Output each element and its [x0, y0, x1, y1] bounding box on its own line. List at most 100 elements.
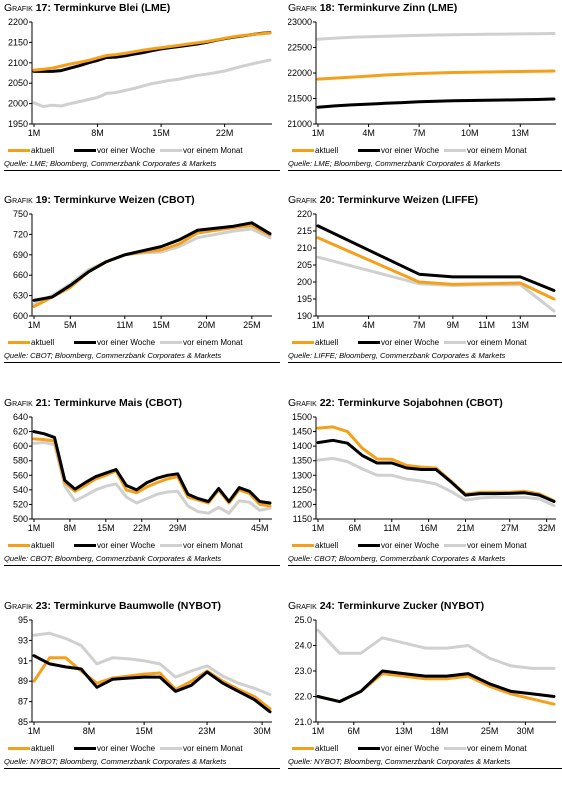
series-line-3: [316, 224, 556, 292]
y-tick-label: 25.0: [294, 615, 312, 625]
legend-swatch: [160, 544, 182, 547]
chart-plot: 500 520 540 560 580 600 620 640 1M 8M 15M 22M 29M 45M: [13, 412, 272, 533]
chart-plot: 600 630 660 690 720 750 1M 5M 11M 15M 20M 25M: [13, 209, 272, 330]
legend-label: vor einer Woche: [381, 744, 440, 753]
x-tick-label: 22M: [133, 523, 151, 533]
y-tick-label: 620: [13, 427, 28, 437]
y-tick-label: 215: [297, 226, 312, 236]
legend-swatch: [74, 341, 96, 344]
y-tick-label: 220: [297, 209, 312, 219]
series-line-2: [32, 656, 272, 711]
legend-item: vor einer Woche: [358, 338, 439, 347]
x-tick-label: 25M: [481, 726, 499, 736]
y-tick-label: 21.0: [294, 717, 312, 727]
chart-title: Grafik 22: Terminkurve Sojabohnen (CBOT): [288, 397, 503, 409]
legend-item: aktuell: [292, 744, 338, 753]
y-tick-label: 87: [18, 697, 28, 707]
series-line-3: [316, 438, 556, 503]
legend-swatch: [74, 149, 96, 152]
chart-title-prefix: Grafik: [4, 2, 33, 14]
chart-title-prefix: Grafik: [288, 2, 317, 14]
y-tick-label: 89: [18, 676, 28, 686]
chart-title: Grafik 18: Terminkurve Zinn (LME): [288, 2, 457, 14]
x-tick-label: 11M: [383, 523, 400, 533]
chart-title-prefix: Grafik: [4, 600, 33, 612]
legend-item: vor einem Monat: [160, 146, 243, 155]
legend-swatch: [160, 747, 182, 750]
series-line-3: [32, 221, 272, 302]
panel-divider: [4, 768, 280, 769]
y-tick-label: 195: [297, 294, 312, 304]
chart-title-number: 18: [316, 2, 332, 14]
x-tick-label: 11M: [478, 320, 495, 330]
chart-source: Quelle: NYBOT; Bloomberg, Commerzbank Co…: [288, 757, 511, 766]
legend-item: aktuell: [292, 146, 338, 155]
chart-title: Grafik 19: Terminkurve Weizen (CBOT): [4, 194, 195, 206]
chart-panel-17: Grafik 17: Terminkurve Blei (LME) 1950 200…: [4, 2, 280, 190]
legend-item: vor einer Woche: [358, 744, 439, 753]
x-tick-label: 32M: [538, 523, 556, 533]
chart-plot: 1150 1200 1250 1300 1350 1400 1450 1500 1M 6M 11M 1…: [292, 412, 556, 533]
x-tick-label: 13M: [395, 726, 413, 736]
x-tick-label: 29M: [169, 523, 187, 533]
x-tick-label: 15M: [152, 320, 170, 330]
chart-title-text: : Terminkurve Sojabohnen (CBOT): [331, 397, 503, 409]
x-tick-label: 20M: [198, 320, 216, 330]
legend-swatch: [358, 341, 380, 344]
panel-divider: [288, 768, 562, 769]
chart-title: Grafik 23: Terminkurve Baumwolle (NYBOT): [4, 600, 221, 612]
chart-title-number: 20: [316, 194, 332, 206]
chart-title-number: 24: [316, 600, 332, 612]
x-tick-label: 10M: [461, 128, 479, 138]
series-line-3: [32, 31, 272, 72]
panel-divider: [4, 565, 280, 566]
y-tick-label: 23.0: [294, 666, 312, 676]
y-tick-label: 2100: [8, 58, 28, 68]
series-line-2: [316, 69, 556, 81]
y-tick-label: 1350: [292, 456, 312, 466]
chart-title-number: 23: [32, 600, 48, 612]
chart-panel-21: Grafik 21: Terminkurve Mais (CBOT) 500 520…: [4, 397, 280, 585]
legend-label: vor einem Monat: [183, 338, 243, 347]
legend-item: aktuell: [292, 541, 338, 550]
chart-source: Quelle: LME; Bloomberg, Commerzbank Corp…: [288, 159, 501, 168]
chart-panel-23: Grafik 23: Terminkurve Baumwolle (NYBOT)…: [4, 600, 280, 788]
legend-item: vor einem Monat: [444, 338, 527, 347]
legend-swatch: [358, 544, 380, 547]
chart-plot: 21.0 22.0 23.0 24.0 25.0 1M 6M 13M 18M 25M 30M: [294, 615, 556, 736]
chart-plot: 21000 21500 22000 22500 23000 1M 4M 7M 10M 13M: [288, 17, 556, 138]
legend-swatch: [8, 149, 30, 152]
legend-item: aktuell: [8, 146, 54, 155]
legend-label: vor einer Woche: [97, 541, 156, 550]
chart-title-number: 22: [316, 397, 332, 409]
legend-item: vor einer Woche: [358, 146, 439, 155]
x-tick-label: 30M: [253, 726, 271, 736]
x-tick-label: 4M: [362, 128, 375, 138]
chart-title-number: 21: [32, 397, 48, 409]
x-tick-label: 8M: [91, 128, 104, 138]
legend-swatch: [74, 544, 96, 547]
y-tick-label: 580: [13, 456, 28, 466]
x-tick-label: 1M: [312, 320, 325, 330]
legend-label: vor einem Monat: [467, 146, 527, 155]
series-line-1: [32, 227, 272, 306]
x-tick-label: 7M: [413, 128, 426, 138]
y-tick-label: 200: [297, 277, 312, 287]
y-tick-label: 1250: [292, 485, 312, 495]
chart-source: Quelle: LIFFE; Bloomberg, Commerzbank Co…: [288, 351, 506, 360]
chart-title-prefix: Grafik: [288, 600, 317, 612]
chart-title-text: : Terminkurve Baumwolle (NYBOT): [47, 600, 222, 612]
x-tick-label: 13M: [512, 320, 530, 330]
chart-title: Grafik 24: Terminkurve Zucker (NYBOT): [288, 600, 484, 612]
legend-swatch: [358, 149, 380, 152]
x-tick-label: 8M: [83, 726, 96, 736]
x-tick-label: 22M: [216, 128, 234, 138]
y-tick-label: 630: [13, 291, 28, 301]
panel-divider: [4, 362, 280, 363]
y-tick-label: 95: [18, 615, 28, 625]
legend-item: aktuell: [8, 541, 54, 550]
legend-item: aktuell: [8, 744, 54, 753]
x-tick-label: 7M: [413, 320, 426, 330]
x-tick-label: 27M: [501, 523, 519, 533]
x-tick-label: 1M: [312, 726, 325, 736]
